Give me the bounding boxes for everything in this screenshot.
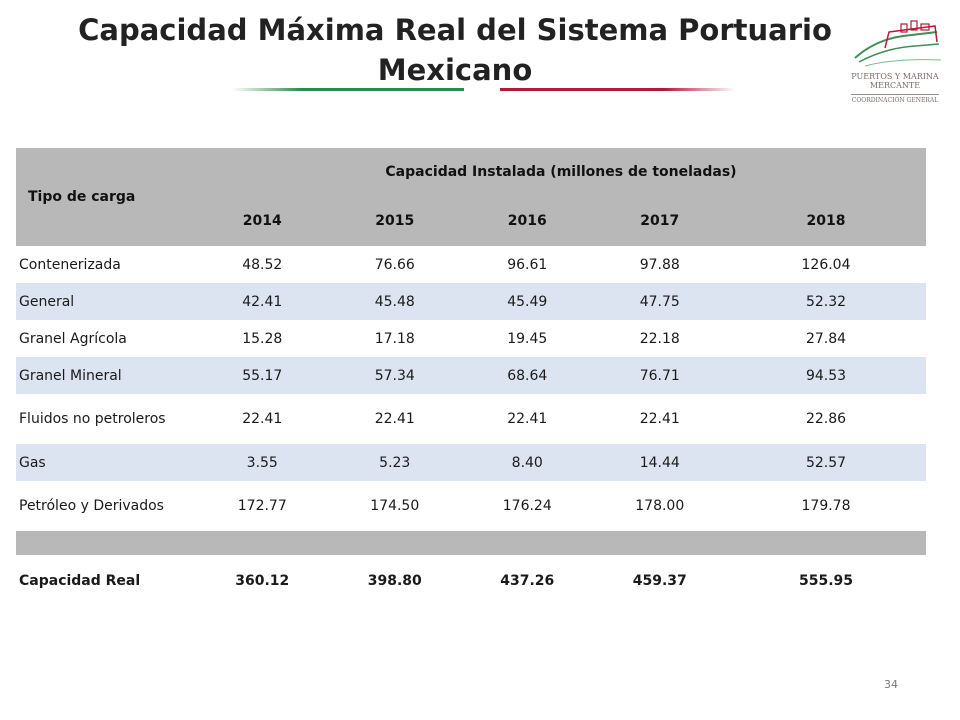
row-label: Granel Mineral	[16, 357, 196, 394]
cell-value: 5.23	[328, 444, 461, 481]
header-year: 2017	[640, 213, 680, 229]
cell-value: 126.04	[801, 256, 851, 273]
cell-value: 97.88	[639, 256, 680, 273]
cell-value: 52.32	[726, 283, 926, 320]
cell-value: 178.00	[635, 498, 685, 514]
cell-value: 22.86	[805, 411, 847, 427]
cell-value: 22.41	[507, 411, 548, 427]
cell-value: 22.41	[374, 411, 415, 427]
cell-value: 22.18	[639, 330, 680, 347]
cell-value: 172.77	[237, 498, 287, 514]
page-title: Capacidad Máxima Real del Sistema Portua…	[60, 10, 850, 90]
total-value: 360.12	[235, 573, 290, 589]
cell-value: 14.44	[593, 444, 726, 481]
cell-value: 22.41	[242, 411, 283, 427]
page-number: 34	[884, 678, 898, 691]
total-value: 459.37	[632, 573, 687, 589]
cell-value: 17.18	[374, 330, 415, 347]
total-value: 437.26	[500, 573, 555, 589]
total-value: 398.80	[367, 573, 422, 589]
cell-value: 174.50	[370, 498, 420, 514]
row-label: Contenerizada	[19, 256, 121, 273]
cell-value: 76.71	[593, 357, 726, 394]
cell-value: 22.41	[639, 411, 680, 427]
ship-icon	[854, 20, 942, 67]
red-divider	[500, 88, 735, 91]
logo-subtitle: COORDINACIÓN GENERAL	[851, 97, 939, 104]
cell-value: 47.75	[593, 283, 726, 320]
logo-text-line-1: PUERTOS Y MARINA	[851, 72, 939, 81]
cell-value: 15.28	[242, 330, 283, 347]
table-row: General 42.41 45.48 45.49 47.75 52.32	[16, 283, 926, 320]
cell-value: 94.53	[726, 357, 926, 394]
cell-value: 68.64	[461, 357, 594, 394]
row-label: Petróleo y Derivados	[19, 498, 164, 514]
separator-cell	[16, 531, 926, 555]
logo-text: PUERTOS Y MARINA MERCANTE	[845, 72, 945, 90]
total-value: 555.95	[798, 573, 854, 589]
table-row: Fluidos no petroleros 22.41 22.41 22.41 …	[16, 394, 926, 444]
cell-value: 45.49	[461, 283, 594, 320]
cell-value: 45.48	[328, 283, 461, 320]
cell-value: 179.78	[801, 498, 851, 514]
table-row: Contenerizada 48.52 76.66 96.61 97.88 12…	[16, 246, 926, 283]
cell-value: 57.34	[328, 357, 461, 394]
header-cargo-type: Tipo de carga	[28, 189, 136, 205]
total-row: Capacidad Real 360.12 398.80 437.26 459.…	[16, 555, 926, 607]
puertos-logo: PUERTOS Y MARINA MERCANTE COORDINACIÓN G…	[845, 18, 945, 118]
row-label: Granel Agrícola	[19, 330, 127, 347]
cell-value: 42.41	[196, 283, 329, 320]
header-year: 2014	[242, 213, 282, 229]
table-row: Granel Agrícola 15.28 17.18 19.45 22.18 …	[16, 320, 926, 357]
total-label: Capacidad Real	[19, 573, 141, 589]
title-line-1: Capacidad Máxima Real del Sistema Portua…	[78, 13, 832, 47]
cell-value: 55.17	[196, 357, 329, 394]
cell-value: 96.61	[507, 256, 548, 273]
green-divider	[232, 88, 464, 91]
table-row: Gas 3.55 5.23 8.40 14.44 52.57	[16, 444, 926, 481]
header-year: 2015	[375, 213, 415, 229]
row-label: Gas	[16, 444, 196, 481]
table-row: Granel Mineral 55.17 57.34 68.64 76.71 9…	[16, 357, 926, 394]
header-capacity-group: Capacidad Instalada (millones de tonelad…	[385, 164, 737, 180]
capacity-table: Tipo de carga Capacidad Instalada (millo…	[16, 148, 926, 607]
cell-value: 8.40	[461, 444, 594, 481]
row-label: Fluidos no petroleros	[19, 411, 166, 427]
cell-value: 27.84	[805, 330, 847, 347]
table-header-row: Tipo de carga Capacidad Instalada (millo…	[16, 148, 926, 205]
cell-value: 48.52	[242, 256, 283, 273]
table-row: Petróleo y Derivados 172.77 174.50 176.2…	[16, 481, 926, 531]
logo-text-line-2: MERCANTE	[869, 81, 921, 90]
logo-divider	[851, 94, 939, 95]
cell-value: 76.66	[374, 256, 415, 273]
row-label: General	[16, 283, 196, 320]
cell-value: 176.24	[502, 498, 552, 514]
title-line-2: Mexicano	[377, 53, 533, 87]
cell-value: 19.45	[507, 330, 548, 347]
header-year: 2018	[806, 213, 846, 229]
cell-value: 3.55	[196, 444, 329, 481]
separator-row	[16, 531, 926, 555]
cell-value: 52.57	[726, 444, 926, 481]
header-year: 2016	[507, 213, 547, 229]
